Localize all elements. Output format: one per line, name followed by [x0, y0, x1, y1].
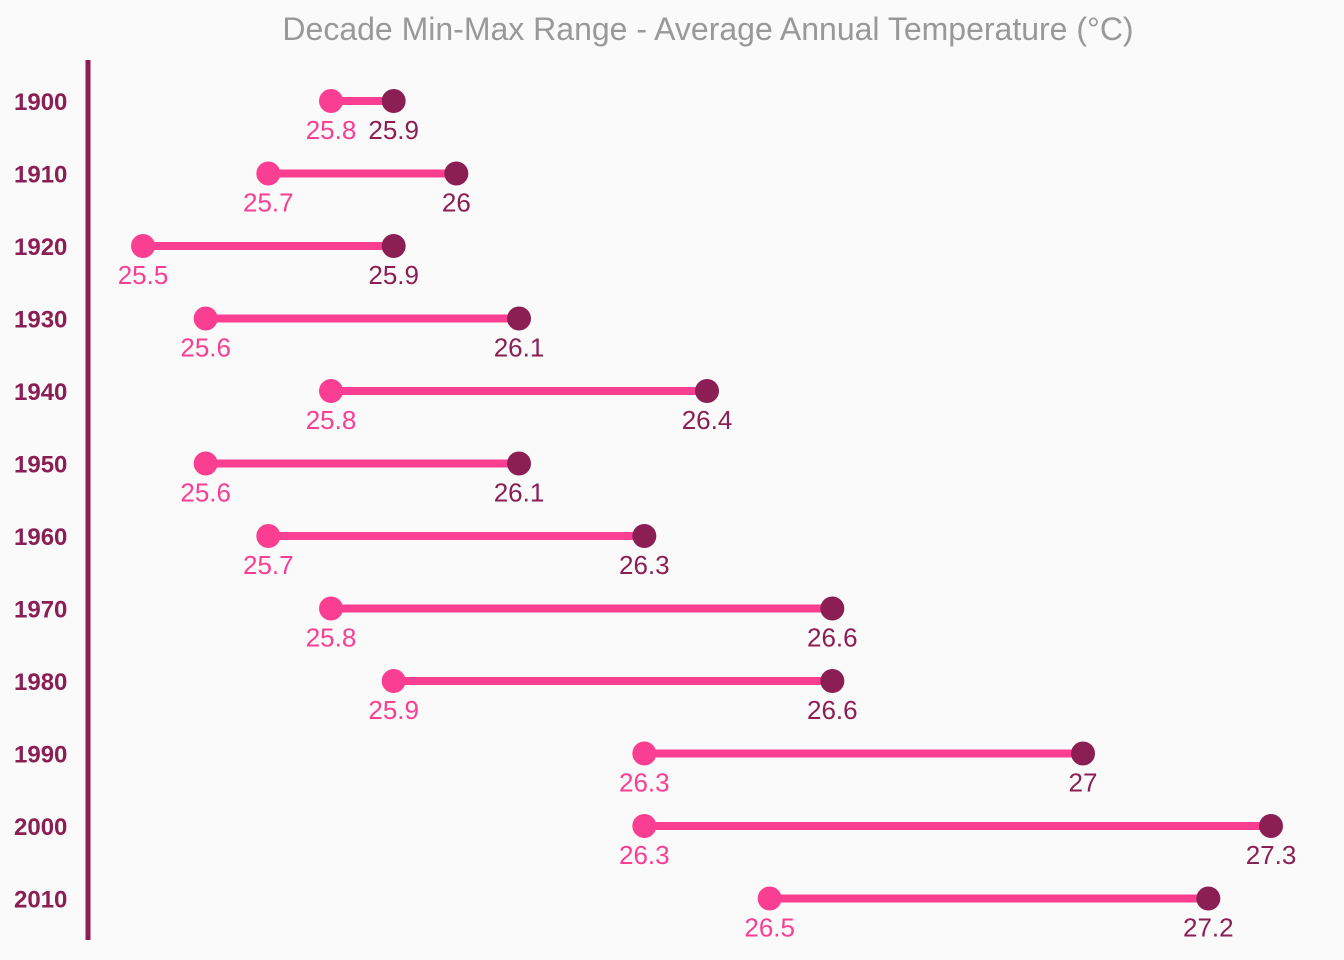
min-value-label: 25.6 [180, 333, 231, 363]
dumbbell-row-2000: 2000 26.3 27.3 [14, 814, 1296, 870]
max-point [695, 379, 719, 403]
dumbbell-row-1940: 1940 25.8 26.4 [14, 379, 732, 435]
category-label: 1960 [14, 524, 67, 551]
max-value-label: 27 [1069, 768, 1098, 798]
max-value-label: 26.6 [807, 623, 858, 653]
max-value-label: 26.4 [682, 405, 733, 435]
min-point [632, 741, 657, 766]
min-value-label: 25.8 [306, 623, 357, 653]
category-label: 1900 [14, 89, 67, 116]
chart-title: Decade Min-Max Range - Average Annual Te… [282, 11, 1133, 47]
dumbbell-row-1950: 1950 25.6 26.1 [14, 451, 545, 508]
max-value-label: 26 [442, 188, 471, 218]
category-label: 1980 [14, 669, 67, 696]
min-point [319, 89, 343, 113]
dumbbell-row-2010: 2010 26.5 27.2 [14, 886, 1234, 943]
min-point [256, 524, 281, 548]
max-value-label: 27.2 [1183, 913, 1234, 943]
min-value-label: 25.8 [306, 115, 357, 145]
category-label: 1930 [14, 307, 67, 334]
max-point [632, 524, 657, 548]
dumbbell-row-1960: 1960 25.7 26.3 [14, 524, 670, 580]
max-point [381, 234, 406, 258]
max-point [820, 669, 845, 693]
dumbbell-row-1900: 1900 25.8 25.9 [14, 89, 419, 145]
min-point [193, 451, 218, 476]
max-point [507, 451, 531, 476]
min-point [757, 886, 782, 911]
min-point [193, 306, 218, 331]
min-point [256, 161, 281, 186]
max-value-label: 27.3 [1246, 840, 1297, 870]
min-value-label: 25.5 [118, 260, 169, 290]
min-value-label: 25.6 [180, 478, 231, 508]
dumbbell-row-1970: 1970 25.8 26.6 [14, 596, 858, 653]
max-point [507, 306, 531, 331]
min-point [632, 814, 657, 838]
category-label: 2010 [14, 887, 67, 914]
min-value-label: 25.9 [368, 695, 419, 725]
chart-rows: 1900 25.8 25.9 1910 25.7 26 1920 25.5 25.9 1930 25… [14, 89, 1296, 943]
dumbbell-row-1990: 1990 26.3 27 [14, 741, 1098, 798]
max-point [1071, 741, 1095, 766]
min-value-label: 25.7 [243, 550, 294, 580]
max-value-label: 26.6 [807, 695, 858, 725]
category-label: 1970 [14, 597, 67, 624]
max-point [444, 161, 469, 186]
max-value-label: 25.9 [368, 115, 419, 145]
max-value-label: 26.1 [494, 333, 545, 363]
min-value-label: 25.8 [306, 405, 357, 435]
min-point [381, 669, 406, 693]
category-label: 1940 [14, 379, 67, 406]
category-label: 1910 [14, 162, 67, 189]
category-label: 2000 [14, 814, 67, 841]
min-point [319, 379, 343, 403]
max-point [820, 596, 845, 621]
min-point [131, 234, 155, 258]
max-value-label: 26.3 [619, 550, 670, 580]
min-value-label: 26.3 [619, 768, 670, 798]
min-point [319, 596, 343, 621]
dumbbell-row-1920: 1920 25.5 25.9 [14, 234, 419, 290]
dumbbell-row-1930: 1930 25.6 26.1 [14, 306, 545, 363]
category-label: 1920 [14, 234, 67, 261]
max-value-label: 26.1 [494, 478, 545, 508]
min-value-label: 25.7 [243, 188, 294, 218]
category-label: 1950 [14, 452, 67, 479]
min-value-label: 26.3 [619, 840, 670, 870]
dumbbell-row-1980: 1980 25.9 26.6 [14, 669, 858, 725]
max-value-label: 25.9 [368, 260, 419, 290]
min-value-label: 26.5 [744, 913, 795, 943]
dumbbell-row-1910: 1910 25.7 26 [14, 161, 471, 218]
max-point [1196, 886, 1221, 911]
max-point [381, 89, 406, 113]
max-point [1259, 814, 1283, 838]
category-label: 1990 [14, 742, 67, 769]
